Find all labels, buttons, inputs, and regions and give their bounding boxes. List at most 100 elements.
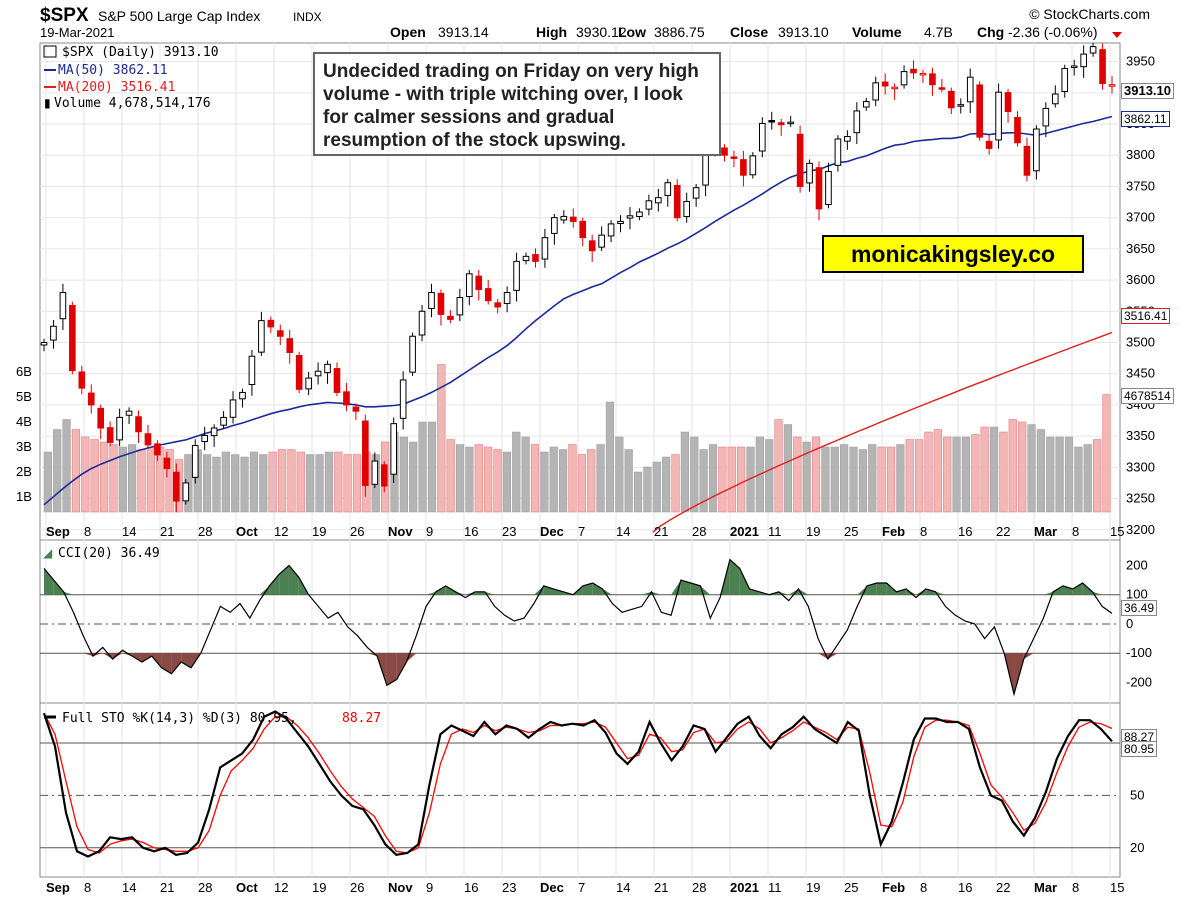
volume-bar bbox=[315, 454, 324, 513]
price-tick-label: 3750 bbox=[1126, 178, 1155, 193]
volume-bar bbox=[465, 446, 474, 513]
volume-bar bbox=[783, 424, 793, 513]
volume-bar bbox=[765, 439, 774, 513]
date-tick-label: 22 bbox=[996, 524, 1010, 539]
candle-body bbox=[579, 220, 587, 239]
cci-overbought-fill bbox=[680, 580, 691, 595]
date-tick-label: 8 bbox=[1072, 524, 1079, 539]
date-tick-label: 25 bbox=[844, 524, 858, 539]
chart-date: 19-Mar-2021 bbox=[40, 25, 114, 40]
candle-body bbox=[409, 335, 416, 373]
candle-body bbox=[182, 482, 190, 502]
volume-bar bbox=[53, 429, 62, 513]
volume-bar bbox=[221, 451, 230, 513]
candle-body bbox=[475, 275, 483, 290]
date-tick-label: Sep bbox=[46, 880, 70, 895]
candle-body bbox=[721, 147, 728, 156]
candle-body bbox=[834, 138, 842, 166]
candle-body bbox=[295, 355, 303, 390]
volume-bar bbox=[512, 431, 521, 513]
candle-body bbox=[87, 392, 95, 406]
date-tick-label: Feb bbox=[882, 524, 905, 539]
volume-bar bbox=[268, 451, 277, 513]
date-tick-label: 16 bbox=[464, 880, 478, 895]
candle-body bbox=[806, 162, 813, 184]
cci-overbought-fill bbox=[1092, 591, 1103, 595]
candle-body bbox=[1051, 93, 1059, 105]
candle-body bbox=[777, 122, 785, 126]
date-tick-label: Dec bbox=[540, 524, 564, 539]
cci-oversold-fill bbox=[171, 653, 182, 674]
volume-bar bbox=[1018, 421, 1027, 513]
date-tick-label: 16 bbox=[958, 524, 972, 539]
candle-body bbox=[267, 319, 275, 328]
volume-bar bbox=[1102, 394, 1111, 513]
cci-legend: CCI(20) 36.49 bbox=[58, 546, 160, 561]
volume-bar bbox=[568, 444, 577, 513]
volume-bar bbox=[1055, 436, 1064, 513]
candle-body bbox=[1042, 107, 1050, 127]
down-arrow-icon bbox=[1112, 32, 1122, 38]
volume-bar bbox=[343, 454, 352, 513]
volume-bar bbox=[1046, 436, 1055, 513]
candle-body bbox=[673, 184, 681, 219]
cci-overbought-fill bbox=[484, 591, 495, 595]
candle-body bbox=[617, 220, 624, 225]
date-tick-label: 2021 bbox=[730, 880, 759, 895]
candle-body bbox=[97, 407, 105, 429]
candle-body bbox=[116, 416, 123, 441]
volume-bar bbox=[231, 454, 240, 513]
volume-tick-label: 6B bbox=[16, 364, 32, 379]
volume-bar bbox=[643, 466, 652, 513]
volume-bar bbox=[399, 436, 408, 513]
date-tick-label: 28 bbox=[198, 524, 212, 539]
candle-body bbox=[948, 90, 955, 109]
volume-bar bbox=[793, 436, 802, 513]
stochastic-indicator bbox=[40, 710, 1120, 858]
candle-body bbox=[428, 292, 435, 309]
price-tick-label: 3950 bbox=[1126, 54, 1155, 69]
cci-oversold-fill bbox=[386, 653, 397, 686]
volume-bar bbox=[62, 419, 71, 513]
cci-indicator bbox=[40, 558, 1120, 697]
exchange: INDX bbox=[293, 10, 322, 24]
price-tick-label: 3200 bbox=[1126, 522, 1155, 537]
price-tick-label: 3250 bbox=[1126, 491, 1155, 506]
candle-body bbox=[1033, 128, 1040, 172]
date-tick-label: 22 bbox=[996, 880, 1010, 895]
price-tick-label: 3500 bbox=[1126, 334, 1155, 349]
date-tick-label: Dec bbox=[540, 880, 564, 895]
candle-body bbox=[484, 288, 492, 302]
date-tick-label: 14 bbox=[616, 524, 630, 539]
candle-body bbox=[768, 120, 776, 123]
volume-bar bbox=[559, 449, 568, 513]
volume-bar bbox=[952, 436, 961, 513]
cci-overbought-fill bbox=[1053, 585, 1064, 595]
candle-body bbox=[645, 200, 653, 210]
sto-tick-label: 50 bbox=[1130, 787, 1144, 802]
volume-bar bbox=[680, 431, 689, 513]
date-tick-label: Sep bbox=[46, 524, 70, 539]
candle-body bbox=[598, 234, 605, 248]
candle-body bbox=[69, 305, 76, 372]
date-tick-label: Nov bbox=[388, 880, 413, 895]
close-value: 3913.10 bbox=[778, 24, 829, 40]
candle-body bbox=[324, 363, 331, 374]
candle-body bbox=[853, 110, 861, 134]
cci-overbought-fill bbox=[857, 585, 868, 595]
date-tick-label: 26 bbox=[350, 880, 364, 895]
date-tick-label: 25 bbox=[844, 880, 858, 895]
volume-bar bbox=[718, 446, 727, 513]
close-value-box: 3913.10 bbox=[1121, 83, 1174, 99]
candle-body bbox=[1004, 92, 1012, 113]
candle-body bbox=[881, 81, 889, 87]
volume-bar bbox=[624, 449, 633, 513]
cci-oversold-fill bbox=[83, 653, 93, 657]
cci-overbought-fill bbox=[44, 568, 54, 595]
candle-body bbox=[210, 427, 218, 437]
price-tick-label: 3450 bbox=[1126, 366, 1155, 381]
ma200-value-box: 3516.41 bbox=[1121, 308, 1171, 324]
candle-body bbox=[1061, 67, 1069, 92]
candle-body bbox=[891, 86, 898, 90]
